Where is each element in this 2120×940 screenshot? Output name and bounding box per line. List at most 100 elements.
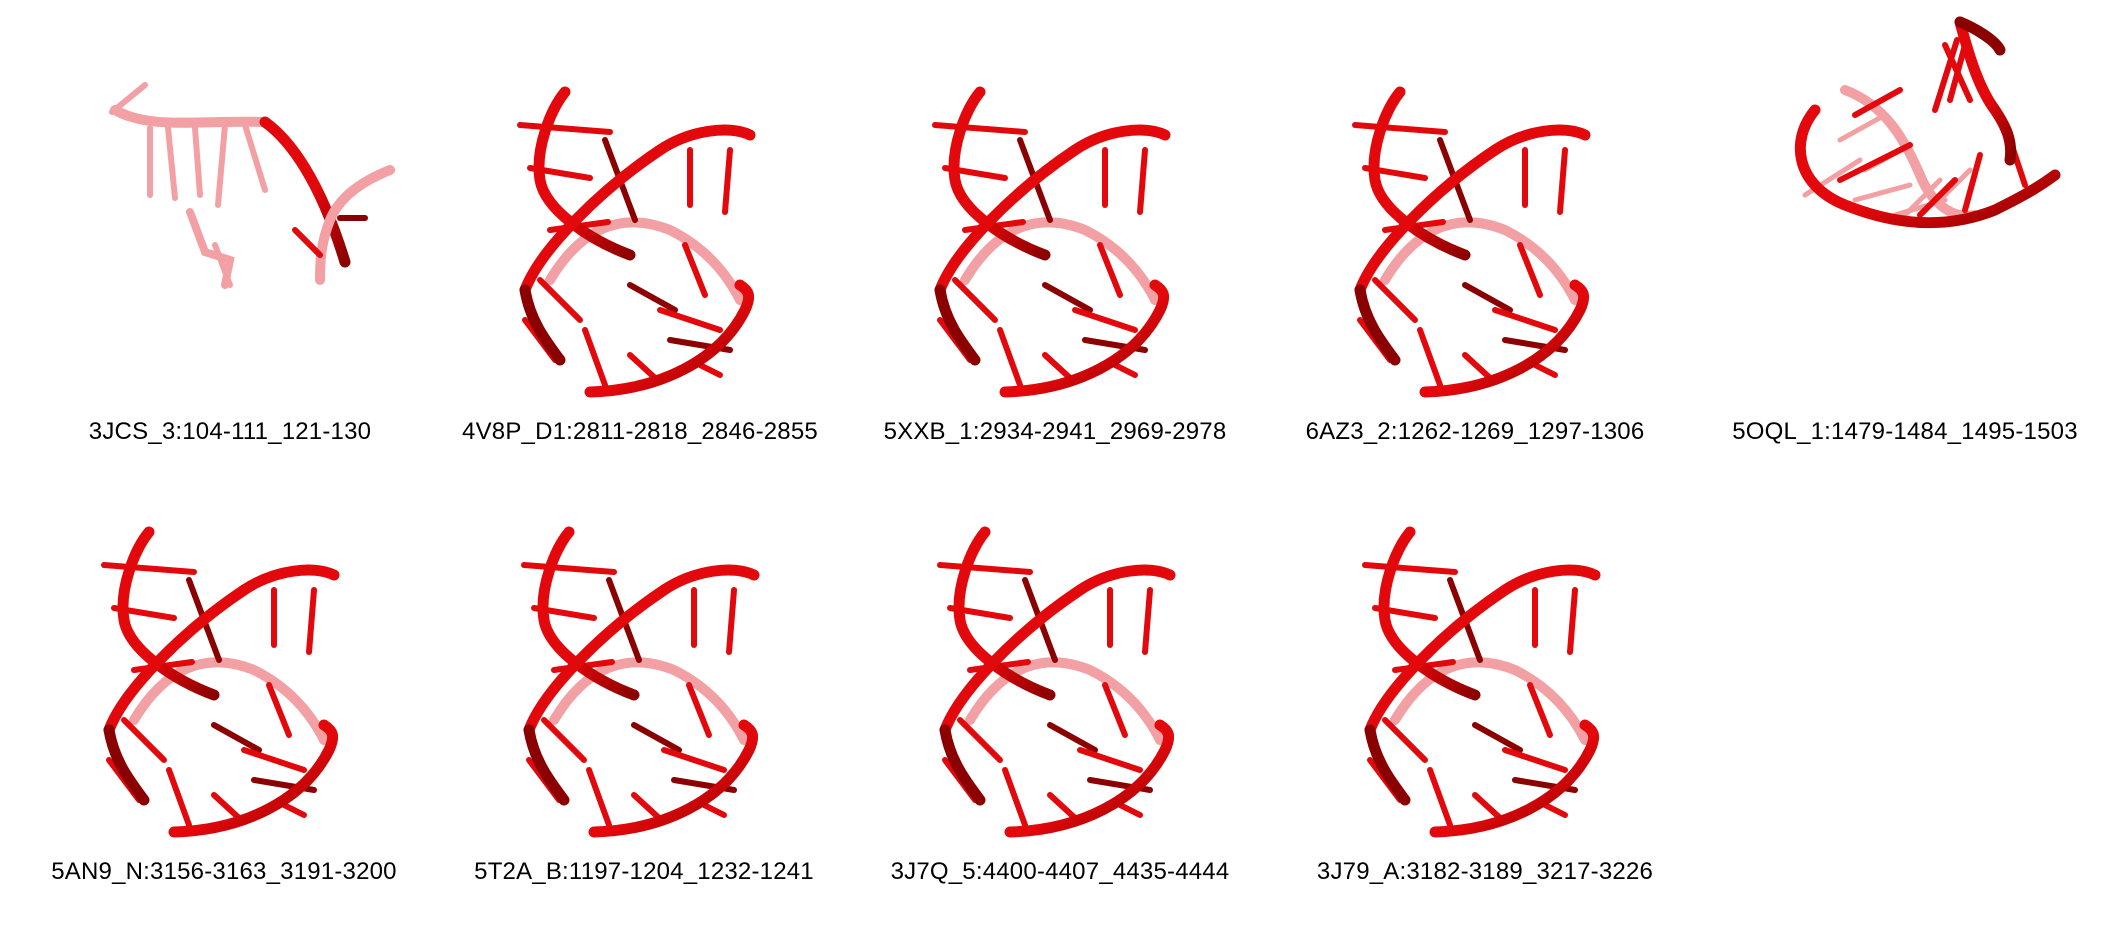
base-stick <box>241 747 307 773</box>
backbone-back <box>129 657 329 745</box>
base-stick <box>1102 682 1128 738</box>
base-stick <box>1462 282 1513 313</box>
backbone-strand <box>588 719 759 838</box>
base-stick <box>1917 177 1958 218</box>
base-stick <box>101 562 197 575</box>
backbone-strand <box>523 564 760 736</box>
base-stick <box>1527 682 1553 738</box>
backbone-strand <box>537 526 640 701</box>
base-stick <box>541 717 587 763</box>
backbone-strand <box>934 284 981 366</box>
structure-label: 3JCS_3:104-111_121-130 <box>88 418 372 445</box>
base-stick <box>517 122 613 135</box>
base-stick <box>1117 802 1143 818</box>
backbone-strand <box>1364 724 1411 806</box>
base-stick <box>1542 802 1568 818</box>
base-stick <box>1072 307 1138 333</box>
base-stick <box>537 277 583 323</box>
base-stick <box>686 682 712 738</box>
structure-panel: 5XXB_1:2934-2941_2969-2978 <box>845 0 1265 445</box>
base-stick <box>697 362 723 378</box>
backbone-strand <box>103 564 340 736</box>
rna-structure-render <box>937 526 1176 838</box>
base-stick <box>1372 277 1418 323</box>
base-stick <box>1932 37 1973 113</box>
backbone-strand <box>1354 284 1401 366</box>
backbone-strand <box>519 284 566 366</box>
base-stick <box>1462 352 1493 381</box>
base-stick <box>211 722 262 753</box>
backbone-strand <box>1364 564 1601 736</box>
rna-structure-render <box>1794 16 2061 229</box>
rna-structure-render <box>101 526 340 838</box>
backbone-strand <box>519 124 756 296</box>
backbone-back <box>110 105 270 128</box>
base-stick <box>212 242 233 288</box>
base-stick <box>726 587 737 655</box>
base-stick <box>631 792 662 821</box>
base-stick <box>1002 767 1028 828</box>
backbone-back <box>549 657 749 745</box>
structure-panel: 6AZ3_2:1262-1269_1297-1306 <box>1265 0 1685 445</box>
base-stick <box>521 562 617 575</box>
base-stick <box>242 122 268 193</box>
base-stick <box>192 125 203 198</box>
rna-structure-render <box>1362 526 1601 838</box>
backbone-back <box>1380 217 1580 305</box>
rna-structure-render <box>1352 86 1591 398</box>
base-stick <box>582 327 608 388</box>
structure-panel: 3JCS_3:104-111_121-130 <box>20 0 440 445</box>
backbone-strand <box>953 526 1056 701</box>
base-stick <box>165 125 178 201</box>
structure-panel: 5T2A_B:1197-1204_1232-1241 <box>434 440 854 885</box>
structure-label: 5AN9_N:3156-3163_3191-3200 <box>51 858 397 885</box>
rna-structure-render <box>517 86 756 398</box>
backbone-strand <box>999 279 1170 398</box>
structure-label: 3J79_A:3182-3189_3217-3226 <box>1316 858 1654 885</box>
backbone-strand <box>1368 86 1471 261</box>
base-stick <box>1382 717 1428 763</box>
base-stick <box>166 767 192 828</box>
base-stick <box>682 242 708 298</box>
base-stick <box>281 802 307 818</box>
base-stick <box>1142 587 1153 655</box>
base-stick <box>722 147 733 215</box>
backbone-strand <box>1794 104 2061 229</box>
backbone-strand <box>939 564 1176 736</box>
base-stick <box>932 122 1028 135</box>
base-stick <box>1077 747 1143 773</box>
base-stick <box>997 327 1023 388</box>
backbone-strand <box>1954 16 2006 56</box>
backbone-strand <box>259 116 351 268</box>
base-stick <box>661 747 727 773</box>
base-stick <box>627 282 678 313</box>
base-stick <box>1352 122 1448 135</box>
backbone-strand <box>939 724 986 806</box>
backbone-strand <box>523 724 570 806</box>
backbone-back <box>545 217 745 305</box>
base-stick <box>121 717 167 763</box>
structure-panel: 5OQL_1:1479-1484_1495-1503 <box>1695 0 2115 445</box>
base-stick <box>1472 722 1523 753</box>
base-stick <box>701 802 727 818</box>
structure-label: 5T2A_B:1197-1204_1232-1241 <box>474 858 814 885</box>
base-stick <box>1852 182 1913 203</box>
base-stick <box>586 767 612 828</box>
backbone-strand <box>1429 719 1600 838</box>
backbone-back <box>315 165 395 285</box>
structure-panel: 3J79_A:3182-3189_3217-3226 <box>1275 440 1695 885</box>
structure-panel: 4V8P_D1:2811-2818_2846-2855 <box>430 0 850 445</box>
structure-label: 6AZ3_2:1262-1269_1297-1306 <box>1305 418 1645 445</box>
rna-structure-render <box>521 526 760 838</box>
base-stick <box>1837 142 1913 183</box>
base-stick <box>1937 167 1973 203</box>
base-stick <box>266 682 292 738</box>
base-stick <box>957 717 1003 763</box>
base-stick <box>1852 87 1903 118</box>
base-stick <box>1362 562 1458 575</box>
base-stick <box>109 82 148 115</box>
structure-label: 5OQL_1:1479-1484_1495-1503 <box>1732 418 2078 445</box>
base-stick <box>1472 792 1503 821</box>
base-stick <box>1112 362 1138 378</box>
backbone-strand <box>1004 719 1175 838</box>
